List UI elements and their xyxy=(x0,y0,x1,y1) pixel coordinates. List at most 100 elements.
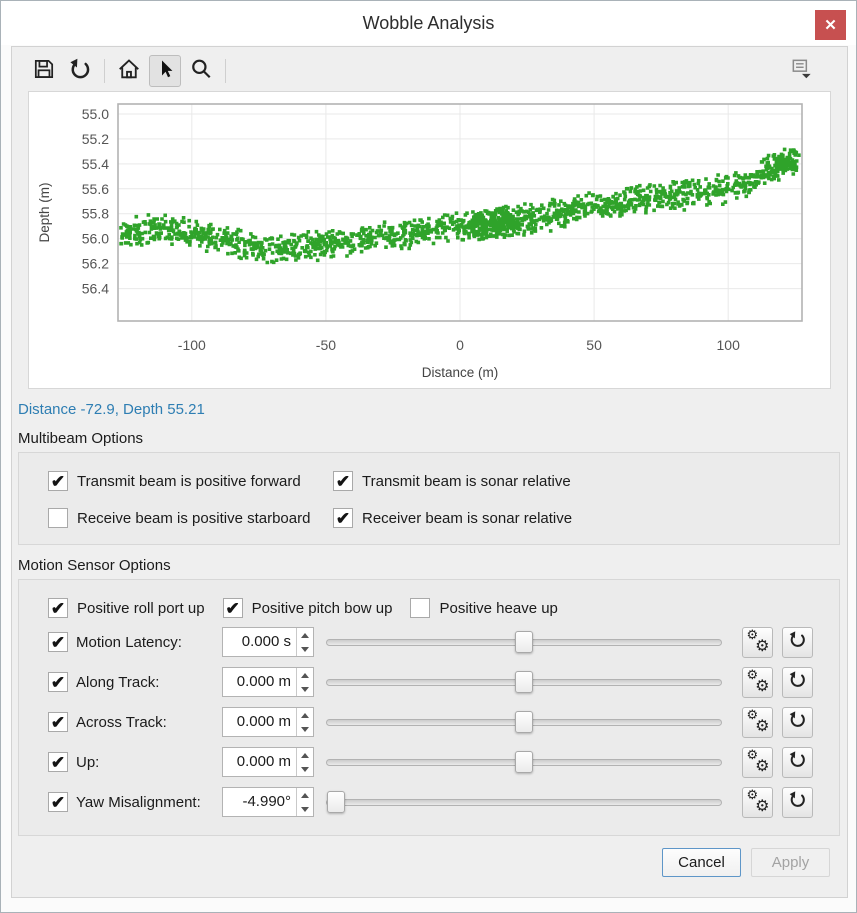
chart-options-button[interactable] xyxy=(789,58,815,85)
y-tick-label: 55.0 xyxy=(82,106,109,122)
motion-row-3-spin-up[interactable] xyxy=(297,748,313,762)
x-tick-label: -50 xyxy=(316,337,336,353)
cancel-button[interactable]: Cancel xyxy=(662,848,741,877)
toolbar-separator xyxy=(225,59,226,83)
motion-row-0-spin-down[interactable] xyxy=(297,642,313,656)
motion-row-2-spin-up[interactable] xyxy=(297,708,313,722)
gear-icon: ⚙ xyxy=(746,627,759,642)
multibeam-option-0: ✔ Transmit beam is positive forward xyxy=(48,469,333,493)
multibeam-option-0-checkbox[interactable]: ✔ xyxy=(48,471,68,491)
window-title: Wobble Analysis xyxy=(362,12,495,33)
motion-row-3-spinbox: 0.000 m xyxy=(222,747,314,777)
pointer-tool-button[interactable] xyxy=(149,55,181,87)
motion-row-2-value[interactable]: 0.000 m xyxy=(236,713,291,730)
y-axis-label: Depth (m) xyxy=(37,182,52,242)
motion-row-0-spin-up[interactable] xyxy=(297,628,313,642)
multibeam-option-3: ✔ Receiver beam is sonar relative xyxy=(333,506,839,530)
motion-row-1-spin-down[interactable] xyxy=(297,682,313,696)
motion-row-4-spin-up[interactable] xyxy=(297,788,313,802)
motion-row-2-checkbox[interactable]: ✔ xyxy=(48,712,68,732)
multibeam-option-1: ✔ Transmit beam is sonar relative xyxy=(333,469,839,493)
gear-icon: ⚙ xyxy=(755,798,770,815)
motion-toggle-0-checkbox[interactable]: ✔ xyxy=(48,598,68,618)
gear-icon: ⚙ xyxy=(755,678,770,695)
motion-row-4-checkbox[interactable]: ✔ xyxy=(48,792,68,812)
motion-row-1-reset-button[interactable] xyxy=(782,666,813,698)
motion-row-0-reset-button[interactable] xyxy=(782,626,813,658)
undo-button[interactable] xyxy=(64,55,96,87)
motion-row-3-slider[interactable] xyxy=(326,750,722,774)
slider-thumb[interactable] xyxy=(515,671,533,693)
apply-button[interactable]: Apply xyxy=(751,848,830,877)
motion-toggle-1-label: Positive pitch bow up xyxy=(251,599,393,617)
scatter-plot-card: -100 -50 0 50 100 55.0 55.2 55.4 55.6 55.8 56.0 56.… xyxy=(28,91,831,389)
settings-gears-icon: ⚙ ⚙ xyxy=(747,787,770,815)
motion-row-0-slider[interactable] xyxy=(326,630,722,654)
motion-row-2-slider[interactable] xyxy=(326,710,722,734)
slider-thumb[interactable] xyxy=(515,631,533,653)
motion-toggles-row: ✔ Positive roll port up ✔ Positive pitch bo… xyxy=(19,594,839,622)
motion-row-2-spin-down[interactable] xyxy=(297,722,313,736)
undo-icon xyxy=(68,57,92,86)
y-tick-label: 55.6 xyxy=(82,181,109,197)
motion-row-2: ✔ Across Track: 0.000 m ⚙ ⚙ xyxy=(19,702,839,742)
settings-gears-icon: ⚙ ⚙ xyxy=(747,667,770,695)
motion-sensor-options-title: Motion Sensor Options xyxy=(18,557,171,574)
zoom-tool-button[interactable] xyxy=(185,55,217,87)
grid-lines xyxy=(118,104,802,321)
motion-row-1-checkbox[interactable]: ✔ xyxy=(48,672,68,692)
slider-thumb[interactable] xyxy=(515,711,533,733)
motion-row-4: ✔ Yaw Misalignment: -4.990° ⚙ ⚙ xyxy=(19,782,839,822)
motion-row-2-label: Across Track: xyxy=(76,713,167,731)
motion-toggle-0: ✔ Positive roll port up xyxy=(48,596,205,620)
multibeam-option-1-checkbox[interactable]: ✔ xyxy=(333,471,353,491)
x-tick-label: 100 xyxy=(717,337,741,353)
motion-row-3-value[interactable]: 0.000 m xyxy=(236,753,291,770)
slider-thumb[interactable] xyxy=(515,751,533,773)
motion-row-1-value[interactable]: 0.000 m xyxy=(236,673,291,690)
motion-sensor-options-group: ✔ Positive roll port up ✔ Positive pitch bo… xyxy=(18,579,840,836)
home-icon xyxy=(117,57,141,86)
motion-toggle-0-label: Positive roll port up xyxy=(77,599,205,617)
motion-row-3-spin-down[interactable] xyxy=(297,762,313,776)
multibeam-option-2-checkbox[interactable] xyxy=(48,508,68,528)
gear-icon: ⚙ xyxy=(746,707,759,722)
motion-toggle-1-checkbox[interactable]: ✔ xyxy=(222,598,243,618)
motion-row-4-settings-button[interactable]: ⚙ ⚙ xyxy=(742,786,773,818)
plot-frame xyxy=(117,103,803,322)
motion-row-1-label: Along Track: xyxy=(76,673,160,691)
motion-row-3-label: Up: xyxy=(76,753,100,771)
motion-row-3-reset-button[interactable] xyxy=(782,746,813,778)
spin-up-icon xyxy=(301,672,309,678)
x-axis-label: Distance (m) xyxy=(422,365,499,380)
gear-icon: ⚙ xyxy=(755,718,770,735)
gear-icon: ⚙ xyxy=(755,758,770,775)
multibeam-options-group: ✔ Transmit beam is positive forward ✔ Trans… xyxy=(18,452,840,545)
motion-row-3: ✔ Up: 0.000 m ⚙ ⚙ xyxy=(19,742,839,782)
motion-row-1-spin-up[interactable] xyxy=(297,668,313,682)
motion-toggle-2-checkbox[interactable] xyxy=(410,598,431,618)
home-button[interactable] xyxy=(113,55,145,87)
motion-row-0-settings-button[interactable]: ⚙ ⚙ xyxy=(742,626,773,658)
multibeam-option-3-checkbox[interactable]: ✔ xyxy=(333,508,353,528)
motion-row-0-checkbox[interactable]: ✔ xyxy=(48,632,68,652)
motion-row-4-reset-button[interactable] xyxy=(782,786,813,818)
close-button[interactable]: ✕ xyxy=(815,10,846,40)
motion-row-2-reset-button[interactable] xyxy=(782,706,813,738)
save-button[interactable] xyxy=(28,55,60,87)
x-tick-label: 50 xyxy=(586,337,602,353)
motion-row-1-slider[interactable] xyxy=(326,670,722,694)
motion-row-3-settings-button[interactable]: ⚙ ⚙ xyxy=(742,746,773,778)
motion-row-3-checkbox[interactable]: ✔ xyxy=(48,752,68,772)
slider-thumb[interactable] xyxy=(326,791,345,813)
motion-row-0-value[interactable]: 0.000 s xyxy=(241,633,291,650)
motion-row-0: ✔ Motion Latency: 0.000 s ⚙ ⚙ xyxy=(19,622,839,662)
motion-row-4-spin-down[interactable] xyxy=(297,802,313,816)
close-icon: ✕ xyxy=(824,17,837,34)
motion-row-2-settings-button[interactable]: ⚙ ⚙ xyxy=(742,706,773,738)
motion-row-1-settings-button[interactable]: ⚙ ⚙ xyxy=(742,666,773,698)
motion-row-4-slider[interactable] xyxy=(326,790,722,814)
reset-undo-icon xyxy=(788,710,807,734)
motion-row-4-value[interactable]: -4.990° xyxy=(242,793,291,810)
toolbar-separator xyxy=(104,59,105,83)
